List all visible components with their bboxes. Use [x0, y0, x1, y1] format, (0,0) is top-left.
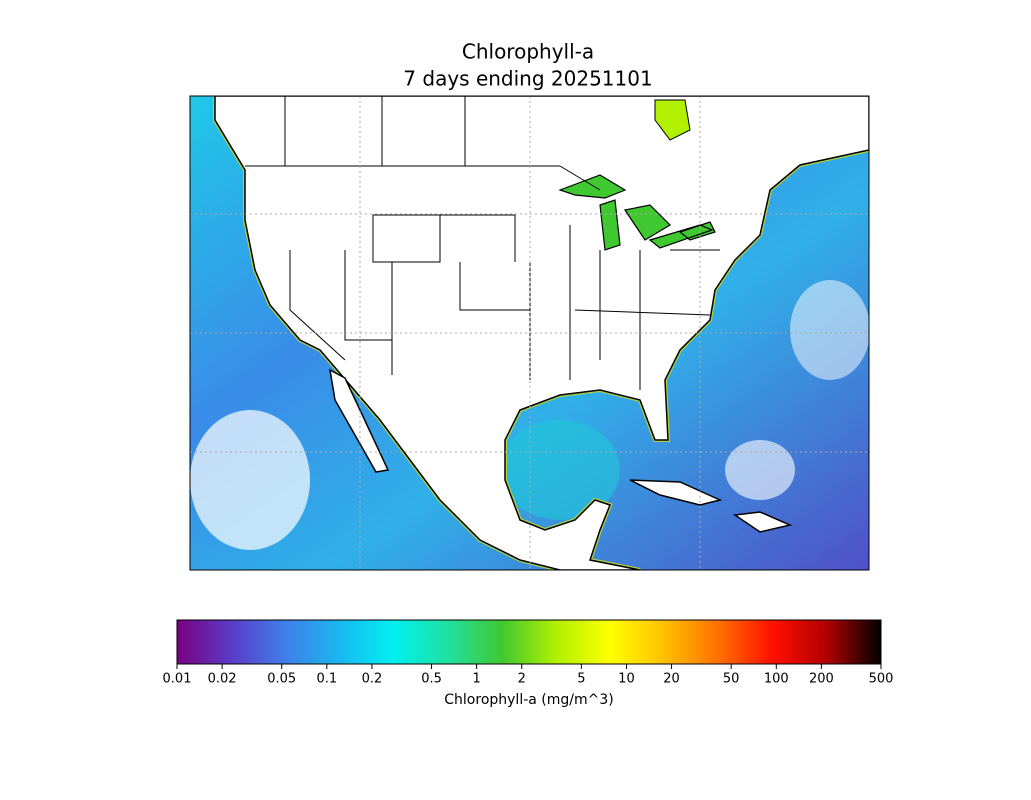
colorbar-tick-label: 0.2: [362, 672, 383, 687]
colorbar-tick-label: 5: [577, 672, 585, 687]
colorbar: [176, 619, 882, 665]
colorbar-tick-label: 0.02: [208, 672, 237, 687]
colorbar-tick-label: 0.05: [267, 672, 296, 687]
colorbar-tick-label: 200: [809, 672, 834, 687]
colorbar-tick-label: 0.1: [316, 672, 337, 687]
map: [190, 96, 869, 570]
colorbar-tick-label: 1: [472, 672, 480, 687]
cuba: [629, 479, 723, 506]
colorbar-tick-label: 10: [618, 672, 635, 687]
colorbar-tick-label: 50: [723, 672, 740, 687]
colorbar-tick-label: 20: [663, 672, 680, 687]
hispaniola: [732, 511, 793, 533]
baja: [329, 368, 390, 473]
colorbar-tick-label: 2: [518, 672, 526, 687]
gulf-water: [500, 420, 620, 520]
cloud-gap: [725, 440, 795, 500]
graticule: [190, 96, 869, 570]
map-title: Chlorophyll-a: [462, 40, 594, 64]
colorbar-tick-label: 0.01: [163, 672, 192, 687]
great-lakes: [558, 174, 716, 251]
colorbar-tick-label: 500: [869, 672, 894, 687]
map-subtitle: 7 days ending 20251101: [403, 67, 652, 91]
cloud-gap: [190, 410, 310, 550]
map-frame: [189, 95, 870, 571]
colorbar-tick-label: 100: [764, 672, 789, 687]
colorbar-tick-label: 0.5: [421, 672, 442, 687]
cloud-gap: [790, 280, 869, 380]
colorbar-label: Chlorophyll-a (mg/m^3): [444, 692, 613, 708]
colorbar-ticks: 0.01 0.02 0.05 0.1 0.2 0.5 1 2 5 10 20 50 100 200 500: [163, 664, 894, 687]
inland-water: [654, 99, 691, 141]
